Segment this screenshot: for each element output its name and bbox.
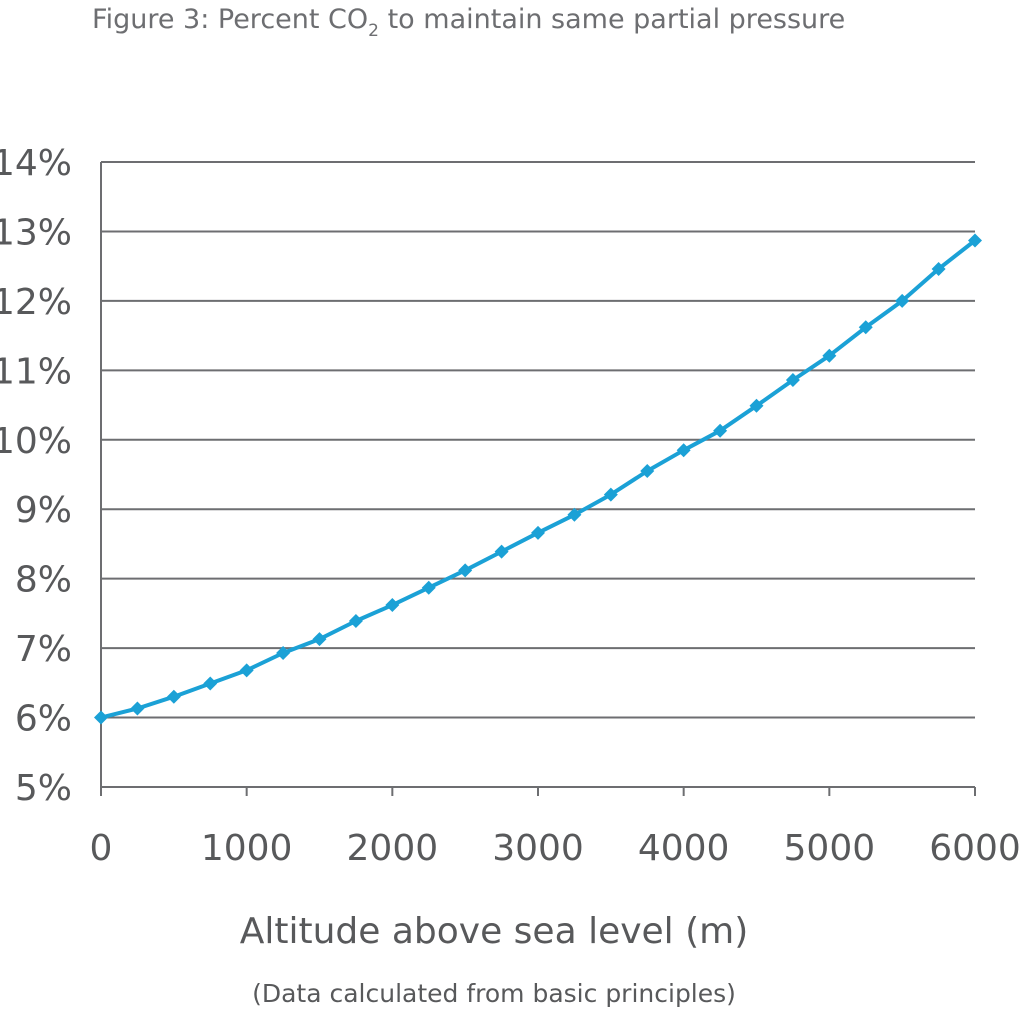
y-tick-label: 9%	[15, 490, 72, 531]
data-point-marker	[421, 580, 436, 595]
x-tick-label: 0	[90, 828, 113, 869]
x-axis-title: Altitude above sea level (m)	[240, 911, 749, 952]
x-tick-label: 3000	[492, 828, 584, 869]
data-point-marker	[931, 261, 946, 276]
y-tick-label: 12%	[0, 282, 72, 323]
x-tick-labels: 0 1000 2000 3000 4000 5000 6000	[90, 828, 1021, 869]
gridlines	[101, 161, 975, 719]
series-line	[100, 238, 977, 720]
data-point-marker	[676, 443, 691, 458]
data-point-marker	[494, 544, 509, 559]
y-tick-label: 14%	[0, 143, 72, 184]
chart-title: Figure 3: Percent CO2 to maintain same p…	[92, 4, 845, 41]
data-point-marker	[603, 487, 618, 502]
x-tick-label: 6000	[929, 828, 1021, 869]
data-point-marker	[385, 598, 400, 613]
data-point-marker	[203, 676, 218, 691]
data-point-marker	[713, 423, 728, 438]
data-point-marker	[239, 663, 254, 678]
y-tick-labels: 5% 6% 7% 8% 9% 10% 11% 12% 13% 14%	[0, 143, 72, 809]
data-point-marker	[130, 701, 145, 716]
data-point-marker	[458, 563, 473, 578]
y-tick-label: 5%	[15, 768, 72, 809]
data-point-marker	[968, 233, 982, 248]
y-tick-label: 7%	[15, 629, 72, 670]
data-point-marker	[94, 710, 108, 725]
chart-title-suffix: to maintain same partial pressure	[379, 4, 845, 35]
data-source-note: (Data calculated from basic principles)	[252, 979, 736, 1008]
y-tick-label: 10%	[0, 421, 72, 462]
x-tick-label: 5000	[784, 828, 876, 869]
data-point-marker	[166, 689, 181, 704]
y-tick-label: 8%	[15, 560, 72, 601]
data-point-marker	[640, 464, 655, 479]
chart-title-prefix: Figure 3: Percent CO	[92, 4, 368, 35]
x-tick-label: 1000	[201, 828, 293, 869]
data-point-marker	[312, 632, 327, 647]
axes	[100, 162, 976, 796]
y-tick-label: 6%	[15, 699, 72, 740]
series-co2-percent	[94, 233, 982, 725]
data-point-marker	[858, 320, 873, 335]
data-point-marker	[348, 614, 363, 629]
data-point-marker	[749, 398, 764, 413]
x-tick-label: 4000	[638, 828, 730, 869]
data-point-marker	[785, 373, 800, 388]
x-tick-label: 2000	[347, 828, 439, 869]
data-point-marker	[531, 525, 545, 540]
data-point-marker	[276, 645, 291, 660]
data-point-marker	[822, 348, 837, 363]
chart-title-subscript: 2	[368, 21, 379, 41]
y-tick-label: 13%	[0, 212, 72, 253]
y-tick-label: 11%	[0, 351, 72, 392]
data-point-marker	[895, 293, 910, 308]
data-point-marker	[567, 507, 582, 522]
